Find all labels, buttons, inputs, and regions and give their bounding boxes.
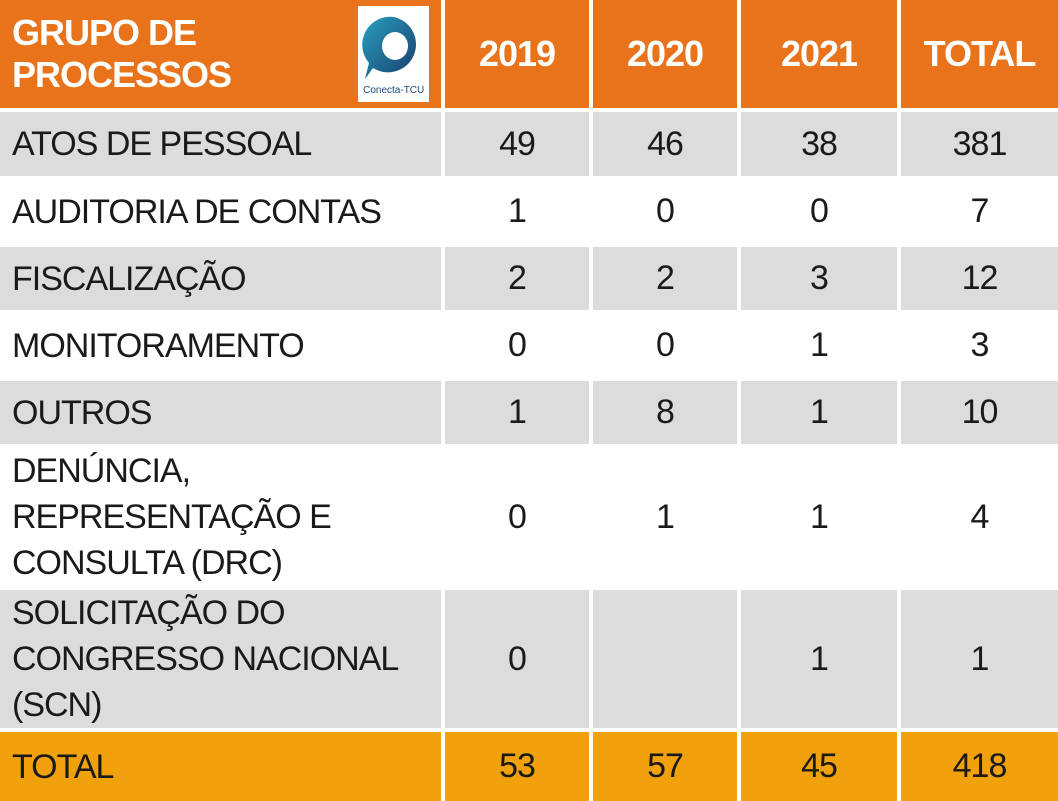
cell-2019: 0 [445, 448, 593, 590]
row-label: AUDITORIA DE CONTAS [0, 180, 445, 247]
group-header-label: GRUPO DE PROCESSOS [12, 12, 232, 95]
total-row: TOTAL 53 57 45 418 [0, 732, 1058, 801]
header-2021: 2021 [741, 0, 901, 112]
cell-2019: 0 [445, 590, 593, 732]
table-row: SOLICITAÇÃO DO CONGRESSO NACIONAL (SCN) … [0, 590, 1058, 732]
cell-2021: 3 [741, 247, 901, 314]
cell-2021: 1 [741, 381, 901, 448]
logo-caption: Conecta-TCU [363, 84, 425, 96]
cell-2021: 0 [741, 180, 901, 247]
table-row: DENÚNCIA, REPRESENTAÇÃO E CONSULTA (DRC)… [0, 448, 1058, 590]
cell-2020: 46 [593, 112, 741, 180]
total-2019: 53 [445, 732, 593, 801]
cell-2020: 8 [593, 381, 741, 448]
cell-total: 381 [901, 112, 1058, 180]
conecta-tcu-logo: Conecta-TCU [358, 6, 429, 102]
row-label: FISCALIZAÇÃO [0, 247, 445, 314]
row-label: MONITORAMENTO [0, 314, 445, 381]
total-2021: 45 [741, 732, 901, 801]
table-row: AUDITORIA DE CONTAS 1 0 0 7 [0, 180, 1058, 247]
total-total: 418 [901, 732, 1058, 801]
total-label: TOTAL [0, 732, 445, 801]
chat-bubble-icon [361, 16, 416, 79]
cell-2020: 1 [593, 448, 741, 590]
cell-total: 3 [901, 314, 1058, 381]
row-label: DENÚNCIA, REPRESENTAÇÃO E CONSULTA (DRC) [0, 448, 445, 590]
cell-total: 7 [901, 180, 1058, 247]
cell-2020: 0 [593, 314, 741, 381]
cell-2020: 0 [593, 180, 741, 247]
cell-total: 10 [901, 381, 1058, 448]
cell-2019: 49 [445, 112, 593, 180]
header-group-cell: GRUPO DE PROCESSOS Conecta-TCU [0, 0, 445, 112]
cell-total: 1 [901, 590, 1058, 732]
cell-2020 [593, 590, 741, 732]
row-label: ATOS DE PESSOAL [0, 112, 445, 180]
cell-total: 12 [901, 247, 1058, 314]
cell-2019: 2 [445, 247, 593, 314]
header-total: TOTAL [901, 0, 1058, 112]
total-2020: 57 [593, 732, 741, 801]
cell-2021: 38 [741, 112, 901, 180]
table-row: MONITORAMENTO 0 0 1 3 [0, 314, 1058, 381]
cell-2019: 1 [445, 381, 593, 448]
header-2020: 2020 [593, 0, 741, 112]
cell-total: 4 [901, 448, 1058, 590]
cell-2021: 1 [741, 448, 901, 590]
cell-2021: 1 [741, 314, 901, 381]
header-2019: 2019 [445, 0, 593, 112]
table-row: FISCALIZAÇÃO 2 2 3 12 [0, 247, 1058, 314]
header-row: GRUPO DE PROCESSOS Conecta-TCU [0, 0, 1058, 112]
cell-2021: 1 [741, 590, 901, 732]
cell-2019: 0 [445, 314, 593, 381]
cell-2019: 1 [445, 180, 593, 247]
row-label: OUTROS [0, 381, 445, 448]
table-row: ATOS DE PESSOAL 49 46 38 381 [0, 112, 1058, 180]
row-label: SOLICITAÇÃO DO CONGRESSO NACIONAL (SCN) [0, 590, 445, 732]
table-row: OUTROS 1 8 1 10 [0, 381, 1058, 448]
cell-2020: 2 [593, 247, 741, 314]
